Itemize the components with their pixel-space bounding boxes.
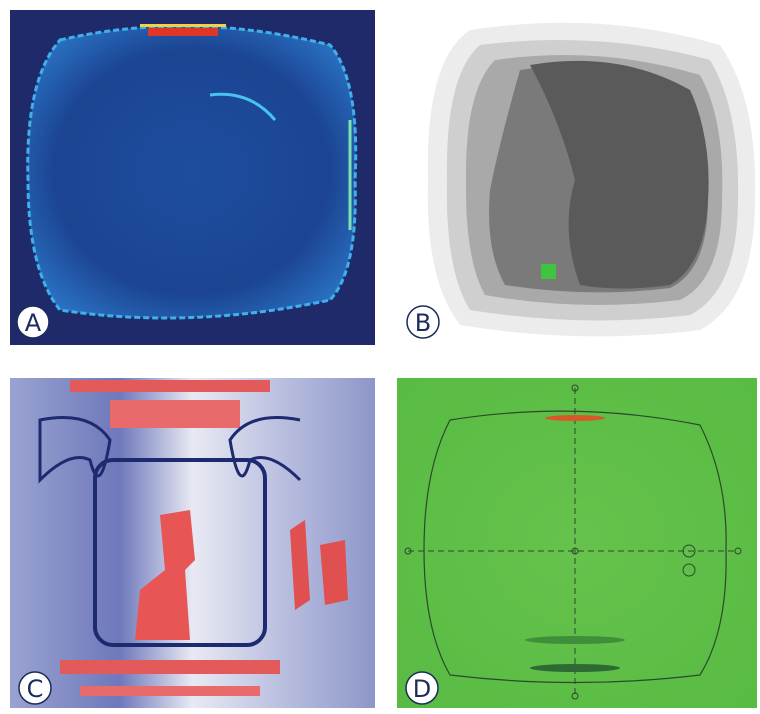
red-band (60, 660, 280, 674)
marker (541, 264, 556, 279)
panel-d: D (397, 378, 757, 708)
panel-background (397, 378, 757, 708)
hotspot (148, 28, 218, 36)
dark-band (525, 636, 625, 644)
panel-label: D (413, 675, 431, 703)
heatmap-region (28, 26, 356, 318)
red-band (110, 400, 240, 428)
panel-label: A (25, 309, 42, 337)
hotspot (140, 24, 226, 27)
panel-b: B (407, 23, 755, 338)
red-band (70, 380, 270, 392)
dark-band (530, 664, 620, 672)
red-band (80, 686, 260, 696)
panel-label: B (415, 309, 431, 337)
panel-a: A (10, 10, 375, 345)
figure: A B C (0, 0, 760, 710)
hotspot (545, 415, 605, 421)
panel-c: C (10, 378, 375, 708)
panel-label: C (27, 675, 44, 703)
